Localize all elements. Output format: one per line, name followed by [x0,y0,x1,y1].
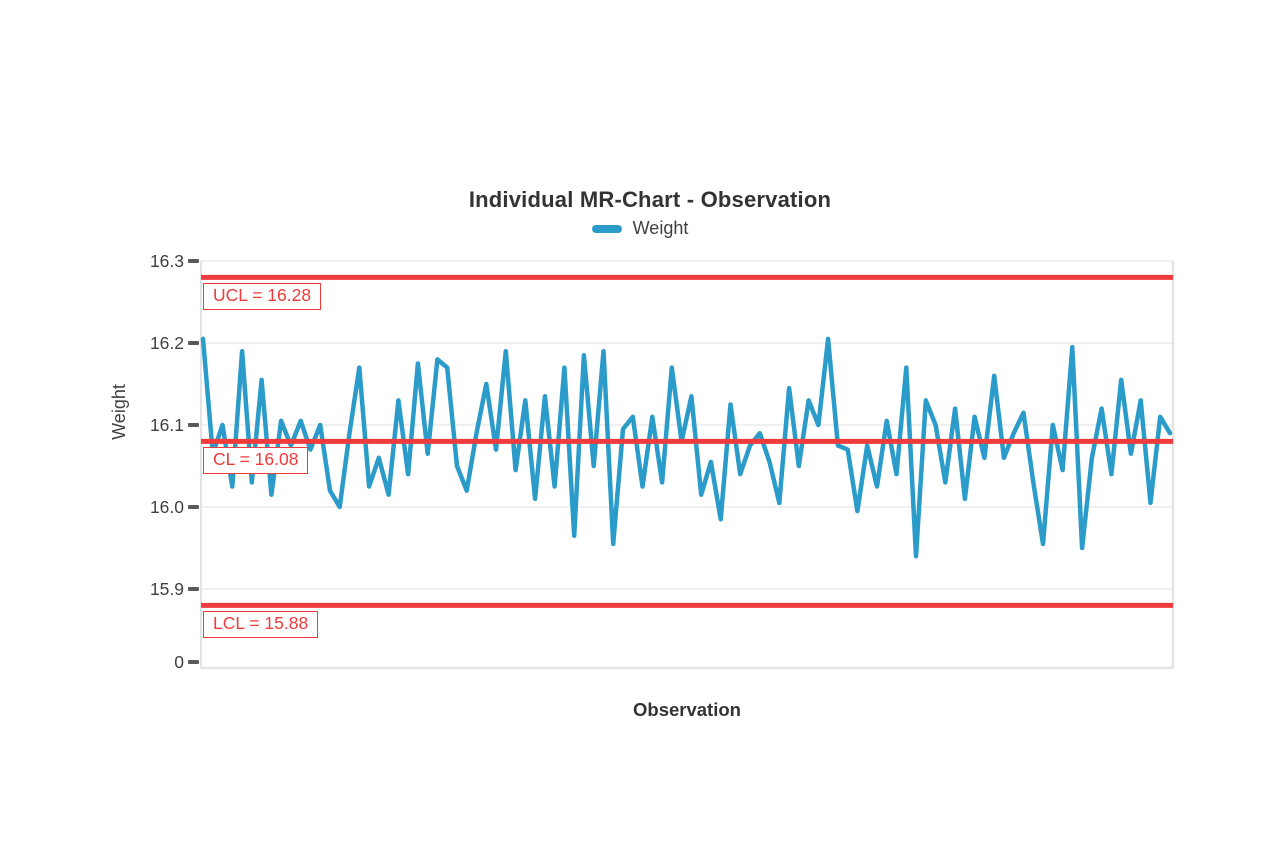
legend-swatch-weight [591,224,622,233]
lcl-label-box: LCL = 15.88 [203,611,319,639]
chart-title: Individual MR-Chart - Observation [468,187,832,212]
legend: Weight [0,218,1280,240]
ucl-label-box: UCL = 16.28 [203,283,322,311]
y-tick-mark-16.2 [188,340,199,346]
y-tick-label-0: 0 [174,651,184,672]
y-tick-label-16.1: 16.1 [149,414,184,435]
cl-label-box: CL = 16.08 [203,447,309,475]
y-tick-mark-16.0 [188,504,199,510]
legend-label-weight: Weight [632,218,689,238]
weight-series-line [200,336,1173,559]
y-tick-label-16.3: 16.3 [149,250,184,271]
y-tick-mark-0 [188,659,199,665]
x-axis-title: Observation [633,699,741,720]
y-tick-label-16.2: 16.2 [149,332,184,353]
y-tick-mark-16.3 [188,258,199,264]
y-tick-label-16.0: 16.0 [149,496,184,517]
y-tick-label-15.9: 15.9 [149,578,184,599]
y-tick-mark-16.1 [188,422,199,428]
y-tick-mark-15.9 [188,586,199,592]
